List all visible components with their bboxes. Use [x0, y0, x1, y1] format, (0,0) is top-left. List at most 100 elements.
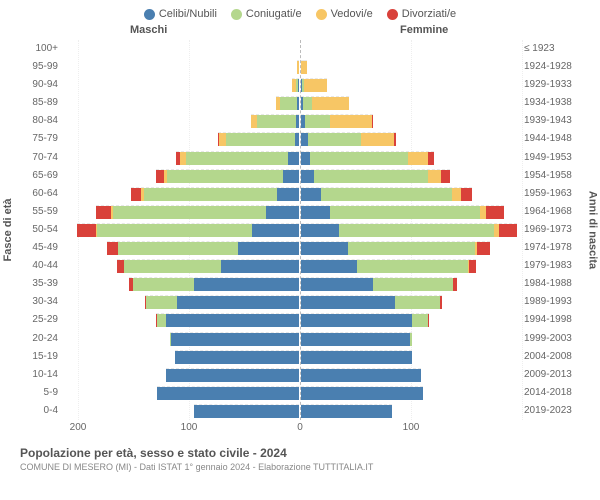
segment — [297, 61, 299, 74]
age-label: 30-34 — [20, 293, 58, 311]
segment — [441, 170, 450, 183]
legend-label: Vedovi/e — [331, 8, 373, 20]
pyramid-row: 50-541969-1973 — [20, 221, 580, 239]
segment — [486, 206, 504, 219]
year-label: 2019-2023 — [524, 402, 580, 420]
bar-female — [301, 404, 392, 418]
year-label: 2014-2018 — [524, 384, 580, 402]
pyramid-row: 65-69 1954-1958 — [20, 167, 580, 185]
segment — [221, 260, 299, 273]
bar-female — [301, 332, 412, 346]
segment — [440, 296, 442, 309]
age-label: 95-99 — [20, 58, 58, 76]
pyramid-row: 90-941929-1933 — [20, 76, 580, 94]
bar-female — [301, 187, 472, 201]
segment — [310, 152, 408, 165]
pyramid-row: 10-142009-2013 — [20, 366, 580, 384]
age-label: 20-24 — [20, 330, 58, 348]
year-label: 1934-1938 — [524, 94, 580, 112]
segment — [283, 170, 299, 183]
segment — [469, 260, 477, 273]
pyramid-row: 45-491974-1978 — [20, 239, 580, 257]
bar-male — [218, 132, 299, 146]
legend-swatch — [231, 9, 242, 20]
segment — [157, 387, 299, 400]
bar-female — [301, 60, 307, 74]
chart-footer: Popolazione per età, sesso e stato civil… — [20, 446, 580, 472]
segment — [428, 170, 441, 183]
pyramid-row: 25-291994-1998 — [20, 311, 580, 329]
segment — [357, 260, 468, 273]
pyramid-row: 95-99 1924-1928 — [20, 58, 580, 76]
x-axis: 2001000100 — [20, 420, 580, 440]
age-label: 100+ — [20, 40, 58, 58]
x-tick: 100 — [181, 422, 198, 433]
year-label: 1959-1963 — [524, 185, 580, 203]
segment — [146, 296, 177, 309]
header-maschi: Maschi — [130, 24, 167, 36]
chart-title: Popolazione per età, sesso e stato civil… — [20, 446, 580, 460]
year-label: 1949-1953 — [524, 149, 580, 167]
chart-subtitle: COMUNE DI MESERO (MI) - Dati ISTAT 1° ge… — [20, 462, 580, 472]
bar-female — [301, 368, 421, 382]
age-label: 65-69 — [20, 167, 58, 185]
segment — [339, 224, 494, 237]
segment — [330, 115, 372, 128]
bar-male — [131, 187, 299, 201]
segment — [395, 296, 439, 309]
pyramid-row: 0-4 2019-2023 — [20, 402, 580, 420]
bar-male — [297, 60, 299, 74]
age-label: 80-84 — [20, 112, 58, 130]
year-label: 1994-1998 — [524, 311, 580, 329]
bar-male — [194, 404, 299, 418]
year-label: ≤ 1923 — [524, 40, 580, 58]
year-label: 1954-1958 — [524, 167, 580, 185]
segment — [373, 278, 453, 291]
age-label: 50-54 — [20, 221, 58, 239]
bar-female — [301, 313, 429, 327]
segment — [117, 260, 124, 273]
segment — [107, 242, 118, 255]
year-label: 1979-1983 — [524, 257, 580, 275]
bar-female — [301, 386, 423, 400]
bar-female — [301, 132, 396, 146]
bar-male — [117, 259, 299, 273]
bar-male — [77, 223, 299, 237]
x-tick: 200 — [70, 422, 87, 433]
segment — [277, 188, 299, 201]
segment — [77, 224, 96, 237]
segment — [177, 296, 299, 309]
year-label: 1944-1948 — [524, 130, 580, 148]
pyramid-chart: Fasce di età Anni di nascita 100+≤ 19239… — [20, 40, 580, 420]
axis-left-label: Fasce di età — [2, 199, 14, 262]
legend: Celibi/NubiliConiugati/eVedovi/eDivorzia… — [0, 0, 600, 24]
segment — [301, 369, 421, 382]
bar-female — [301, 241, 490, 255]
age-label: 90-94 — [20, 76, 58, 94]
segment — [301, 152, 310, 165]
bar-male — [292, 78, 299, 92]
segment — [330, 206, 480, 219]
legend-item: Coniugati/e — [231, 8, 302, 20]
pyramid-row: 35-391984-1988 — [20, 275, 580, 293]
year-label: 1964-1968 — [524, 203, 580, 221]
segment — [266, 206, 299, 219]
bar-male — [156, 169, 299, 183]
segment — [238, 242, 299, 255]
segment — [428, 314, 429, 327]
segment — [321, 188, 452, 201]
year-label: 1924-1928 — [524, 58, 580, 76]
segment — [461, 188, 472, 201]
pyramid-row: 60-641959-1963 — [20, 185, 580, 203]
segment — [301, 351, 412, 364]
legend-swatch — [316, 9, 327, 20]
age-label: 5-9 — [20, 384, 58, 402]
legend-swatch — [387, 9, 398, 20]
bar-male — [176, 151, 299, 165]
legend-swatch — [144, 9, 155, 20]
bar-female — [301, 259, 476, 273]
age-label: 0-4 — [20, 402, 58, 420]
segment — [118, 242, 238, 255]
segment — [219, 133, 226, 146]
age-label: 75-79 — [20, 130, 58, 148]
